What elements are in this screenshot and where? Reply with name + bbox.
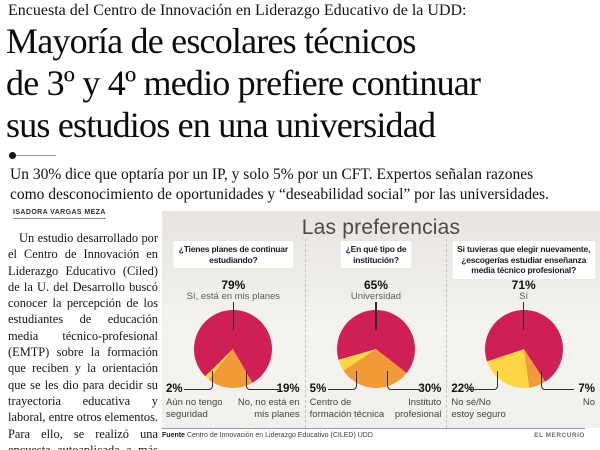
- callout-line: [375, 302, 377, 330]
- pie-section-institution: ¿En qué tipo de institución? 65% Univers…: [304, 239, 447, 428]
- callout-line: [184, 371, 213, 390]
- top-answer-percent: 65%: [363, 278, 389, 292]
- top-answer-percent: 71%: [511, 278, 536, 292]
- footer-source-row: Fuente Centro de Innovación en Liderazgo…: [162, 432, 585, 439]
- right-answer: 7% No: [578, 383, 595, 408]
- callout-line: [469, 371, 499, 390]
- subheadline-line: Un 30% dice que optaría por un IP, y sol…: [10, 166, 534, 183]
- right-answer: 30% Instituto profesional: [394, 383, 442, 420]
- infographic-panel: Las preferencias ¿Tienes planes de conti…: [162, 211, 600, 428]
- subheadline: Un 30% dice que optaría por un IP, y sol…: [10, 165, 549, 204]
- left-answer: 22% No sé/No estoy seguro: [451, 383, 506, 420]
- callout-line: [232, 302, 235, 330]
- right-answer: 19% No, no está en mis planes: [237, 383, 300, 420]
- pie-columns: ¿Tienes planes de continuar estudiando? …: [162, 239, 600, 428]
- newspaper-credit: EL MERCURIO: [534, 432, 585, 439]
- callout-line: [387, 371, 421, 390]
- subheadline-line: como desconocimiento de oportunidades y …: [10, 185, 549, 203]
- pie-section-choose-again: Si tuvieras que elegir nuevamente, ¿esco…: [446, 239, 600, 428]
- separator-line: [16, 155, 56, 156]
- body-text-column: Un estudio desarrollado por el Centro de…: [8, 230, 158, 450]
- callout-line: [245, 371, 279, 390]
- top-answer-label: Sí: [519, 291, 529, 302]
- callout-line: [522, 302, 525, 330]
- headline-line: sus estudios en una universidad: [6, 105, 436, 145]
- callout-line: [327, 371, 357, 390]
- headline-separator: [9, 152, 56, 159]
- headline-line: de 3º y 4º medio prefiere continuar: [6, 63, 481, 103]
- footer-rule: [162, 428, 585, 429]
- headline-line: Mayoría de escolares técnicos: [6, 21, 416, 61]
- top-answer-percent: 79%: [221, 278, 246, 292]
- question-label: Si tuvieras que elegir nuevamente, ¿esco…: [452, 241, 596, 279]
- kicker: Encuesta del Centro de Innovación en Lid…: [8, 2, 467, 19]
- body-paragraph: Un estudio desarrollado por el Centro de…: [8, 231, 158, 450]
- infographic-title: Las preferencias: [301, 216, 461, 239]
- callout-line: [541, 371, 574, 390]
- question-label: ¿Tienes planes de continuar estudiando?: [173, 241, 293, 268]
- top-answer-label: Universidad: [350, 291, 402, 302]
- top-answer-label: Sí, está en mis planes: [186, 291, 281, 302]
- question-label: ¿En qué tipo de institución?: [340, 241, 412, 268]
- left-answer: 2% Aún no tengo seguridad: [166, 383, 223, 420]
- left-answer: 5% Centro de formación técnica: [309, 383, 385, 420]
- source-line: Fuente Centro de Innovación en Liderazgo…: [162, 432, 373, 439]
- pie-section-plans: ¿Tienes planes de continuar estudiando? …: [162, 239, 305, 428]
- byline: ISADORA VARGAS MEZA: [13, 209, 106, 219]
- bullet-dot-icon: [9, 152, 16, 159]
- headline: Mayoría de escolares técnicos de 3º y 4º…: [6, 20, 481, 146]
